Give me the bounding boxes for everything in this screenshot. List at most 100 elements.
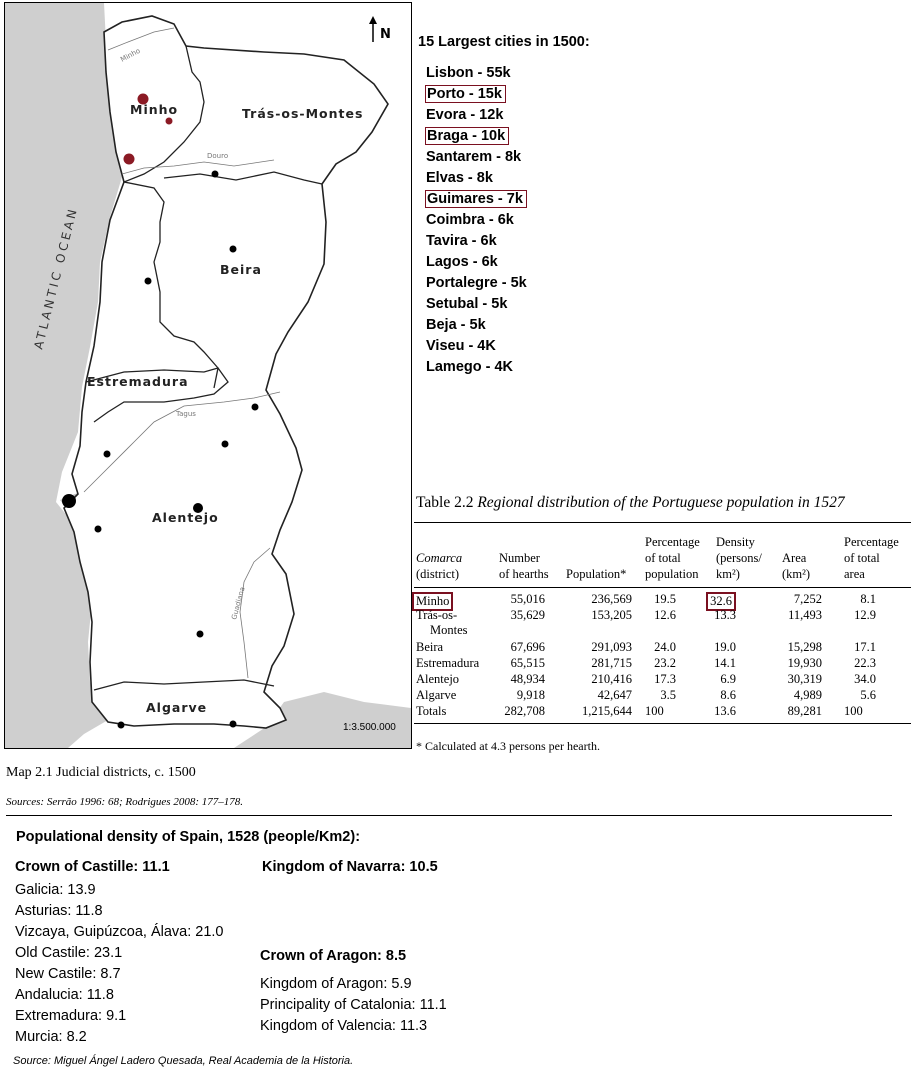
density-item: Asturias: 11.8 bbox=[15, 903, 103, 919]
cell-pct-area: 5.6 bbox=[860, 688, 876, 702]
cell-hearths: 55,016 bbox=[510, 592, 545, 606]
city-label: Portalegre - 5k bbox=[426, 275, 527, 291]
density-item: Principality of Catalonia: 11.1 bbox=[260, 997, 447, 1013]
density-item: Murcia: 8.2 bbox=[15, 1029, 87, 1045]
cell-area: 4,989 bbox=[793, 688, 822, 702]
cell-population: 236,569 bbox=[591, 592, 632, 606]
section-divider bbox=[6, 815, 892, 816]
city-item: Santarem - 8k bbox=[418, 147, 590, 168]
city-item: Guimares - 7k bbox=[418, 189, 590, 210]
cell-area: 89,281 bbox=[787, 704, 822, 718]
cell-hearths: 65,515 bbox=[510, 656, 545, 670]
density-item: Kingdom of Aragon: 5.9 bbox=[260, 976, 412, 992]
cell-population: 1,215,644 bbox=[582, 704, 632, 718]
cell-density: 32.6 bbox=[706, 592, 736, 611]
row-name: Minho bbox=[412, 592, 454, 611]
cell-population: 281,715 bbox=[591, 656, 632, 670]
cell-population: 153,205 bbox=[591, 608, 632, 622]
region-label-beira: Beira bbox=[220, 262, 262, 277]
city-label: Santarem - 8k bbox=[426, 149, 522, 165]
map-scale: 1:3.500.000 bbox=[343, 722, 396, 733]
table-bottom-rule bbox=[414, 723, 911, 724]
table-header-rule bbox=[414, 587, 911, 588]
cell-pct-area: 34.0 bbox=[854, 672, 876, 686]
region-label-minho: Minho bbox=[130, 102, 178, 117]
density-item: Old Castile: 23.1 bbox=[15, 945, 123, 961]
row-name: Algarve bbox=[416, 688, 457, 702]
city-label: Lamego - 4K bbox=[426, 359, 514, 375]
city-item: Lisbon - 55k bbox=[418, 63, 590, 84]
header-pct-pop-2: of total bbox=[645, 551, 681, 565]
cell-pct-population: 3.5 bbox=[660, 688, 676, 702]
city-item: Porto - 15k bbox=[418, 84, 590, 105]
city-label: Guimares - 7k bbox=[425, 190, 527, 208]
row-name-2: Montes bbox=[430, 623, 468, 637]
cell-pct-area: 22.3 bbox=[854, 656, 876, 670]
cell-pct-population: 100 bbox=[645, 704, 664, 718]
cell-density: 8.6 bbox=[720, 688, 736, 702]
header-density-3: km²) bbox=[716, 567, 740, 581]
table-caption: Table 2.2 Regional distribution of the P… bbox=[416, 494, 845, 512]
header-density-1: Density bbox=[716, 535, 755, 549]
header-area-1: Area bbox=[782, 551, 807, 565]
density-item: New Castile: 8.7 bbox=[15, 966, 121, 982]
cell-pct-population: 23.2 bbox=[654, 656, 676, 670]
aragon-title: Crown of Aragon: 8.5 bbox=[260, 948, 407, 964]
castille-list: Galicia: 13.9 Asturias: 11.8 Vizcaya, Guip… bbox=[15, 880, 224, 1048]
rivers bbox=[83, 27, 281, 679]
city-item: Lagos - 6k bbox=[418, 252, 590, 273]
cell-hearths: 67,696 bbox=[510, 640, 545, 654]
spain-land bbox=[234, 692, 411, 748]
city-label: Elvas - 8k bbox=[426, 170, 493, 186]
row-name: Estremadura bbox=[416, 656, 480, 670]
north-arrow-icon bbox=[369, 16, 377, 42]
cell-area: 19,930 bbox=[787, 656, 822, 670]
sources-text: Sources: Serrão 1996: 68; Rodrigues 2008… bbox=[6, 796, 243, 808]
cities-title: 15 Largest cities in 1500: bbox=[418, 34, 590, 50]
city-item: Viseu - 4K bbox=[418, 336, 590, 357]
city-label: Tavira - 6k bbox=[426, 233, 497, 249]
city-item: Evora - 12k bbox=[418, 105, 590, 126]
row-name: Beira bbox=[416, 640, 444, 654]
aragon-list: Kingdom of Aragon: 5.9 Principality of Ca… bbox=[260, 974, 447, 1037]
cell-hearths: 48,934 bbox=[510, 672, 545, 686]
city-item: Coimbra - 6k bbox=[418, 210, 590, 231]
header-pct-area-3: area bbox=[844, 567, 865, 581]
city-label: Evora - 12k bbox=[426, 107, 504, 123]
region-label-alentejo: Alentejo bbox=[152, 510, 219, 525]
region-label-algarve: Algarve bbox=[146, 700, 207, 715]
cell-area: 7,252 bbox=[793, 592, 822, 606]
cell-hearths: 35,629 bbox=[510, 608, 545, 622]
map-caption: Map 2.1 Judicial districts, c. 1500 bbox=[6, 765, 196, 780]
density-item: Kingdom of Valencia: 11.3 bbox=[260, 1018, 428, 1034]
table-footnote: * Calculated at 4.3 persons per hearth. bbox=[416, 739, 600, 753]
city-label: Lagos - 6k bbox=[426, 254, 498, 270]
header-hearths-1: Number bbox=[499, 551, 540, 565]
region-label-estremadura: Estremadura bbox=[87, 374, 189, 389]
table-number: Table 2.2 bbox=[416, 494, 474, 511]
cell-density: 14.1 bbox=[714, 656, 736, 670]
header-hearths-2: of hearths bbox=[499, 567, 549, 581]
header-population: Population* bbox=[566, 567, 627, 581]
header-comarca: Comarca bbox=[416, 551, 463, 565]
city-item: Beja - 5k bbox=[418, 315, 590, 336]
cell-pct-area: 8.1 bbox=[860, 592, 876, 606]
city-label: Lisbon - 55k bbox=[426, 65, 511, 81]
city-item: Elvas - 8k bbox=[418, 168, 590, 189]
cell-density: 13.6 bbox=[714, 704, 736, 718]
cell-pct-population: 19.5 bbox=[654, 592, 676, 606]
density-item: Vizcaya, Guipúzcoa, Álava: 21.0 bbox=[15, 924, 224, 940]
cell-area: 15,298 bbox=[787, 640, 822, 654]
city-label: Braga - 10k bbox=[425, 127, 510, 145]
sources-line: Sources: Serrão 1996: 68; Rodrigues 2008… bbox=[6, 796, 243, 808]
cell-density: 19.0 bbox=[714, 640, 736, 654]
cell-pct-population: 17.3 bbox=[654, 672, 676, 686]
north-label: N bbox=[380, 27, 391, 42]
largest-cities-list: 15 Largest cities in 1500: Lisbon - 55k P… bbox=[418, 34, 590, 378]
density-item: Andalucia: 11.8 bbox=[15, 987, 114, 1003]
cell-hearths: 9,918 bbox=[516, 688, 545, 702]
city-label: Viseu - 4K bbox=[426, 338, 496, 354]
cell-density: 13.3 bbox=[714, 608, 736, 622]
header-pct-pop-1: Percentage bbox=[645, 535, 700, 549]
cell-hearths: 282,708 bbox=[504, 704, 545, 718]
